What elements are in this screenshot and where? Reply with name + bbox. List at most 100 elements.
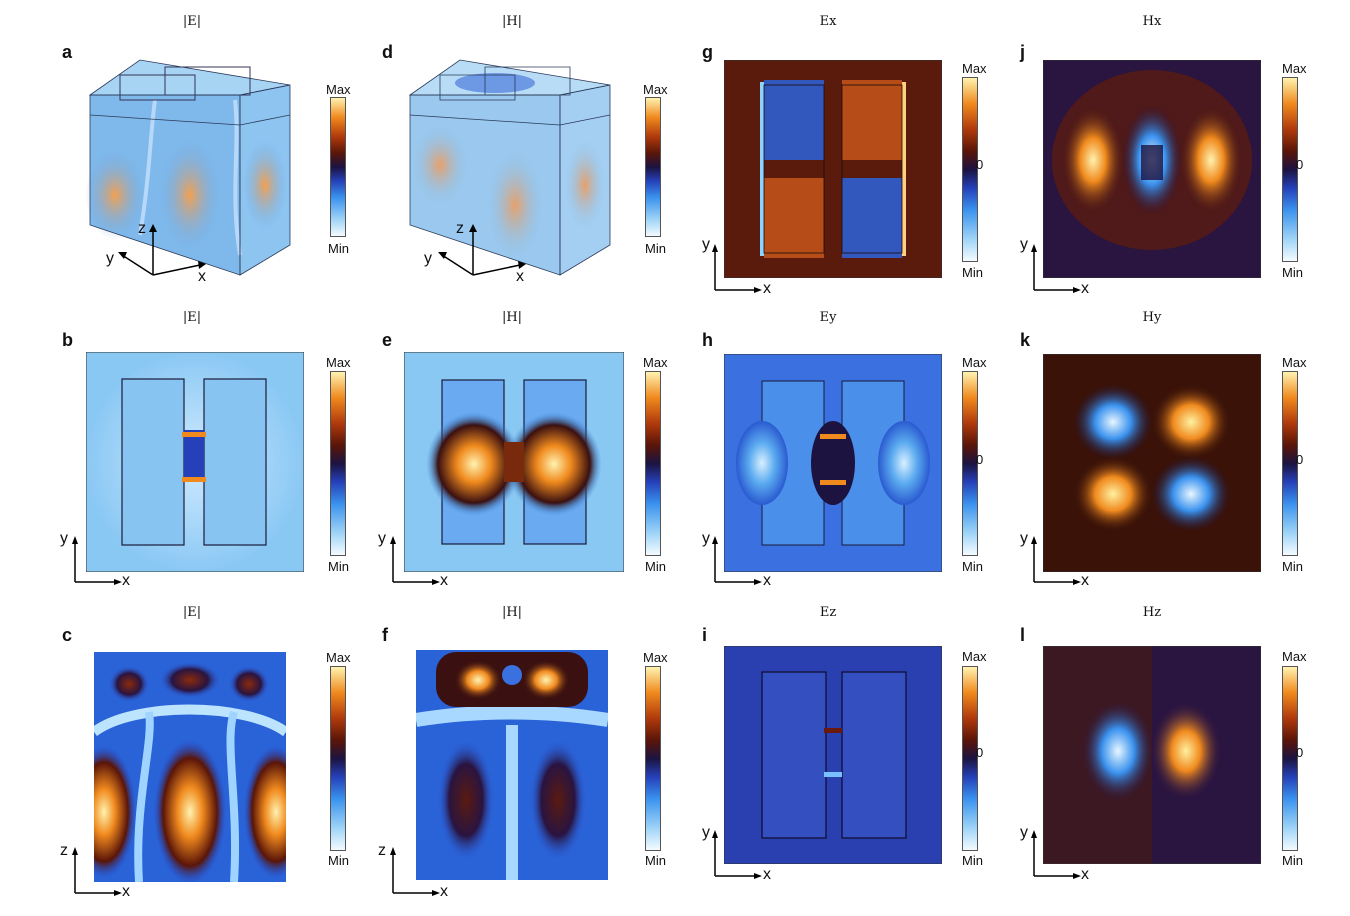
axis-label: x [122,572,130,589]
axis-triad [712,244,762,293]
panel-title: |H| [501,310,523,325]
colorbar [330,666,346,851]
field-map [724,60,942,278]
field-map [94,652,286,882]
axis-label: y [1020,530,1028,547]
axis-triad [390,536,440,585]
colorbar-max: Max [326,355,351,370]
colorbar [645,97,661,237]
colorbar-max: Max [643,82,668,97]
3d-field-cube [408,59,611,276]
colorbar [330,97,346,237]
axis-triad [1031,830,1081,879]
panel-title: Ey [819,310,837,325]
colorbar [645,371,661,556]
field-map [724,646,942,864]
colorbar-max: Max [1282,61,1307,76]
colorbar-max: Max [326,82,351,97]
panel-letter: g [702,42,713,62]
field-map [416,650,608,880]
colorbar [1282,371,1298,556]
colorbar-min: Min [645,241,666,256]
colorbar-zero: 0 [1296,157,1304,172]
colorbar [645,666,661,851]
colorbar-max: Max [1282,355,1307,370]
colorbar-min: Min [962,853,983,868]
colorbar-min: Min [1282,265,1303,280]
colorbar-min: Min [328,853,349,868]
axis-triad [390,847,440,896]
colorbar-min: Min [645,853,666,868]
axis-triad [1031,244,1081,293]
colorbar-min: Min [328,559,349,574]
field-map [1043,354,1261,572]
axis-label: y [378,530,386,547]
colorbar-min: Min [328,241,349,256]
axis-label: y [702,530,710,547]
colorbar-zero: 0 [1296,452,1304,467]
panel-letter: k [1020,330,1031,350]
axis-label: x [1081,280,1089,297]
colorbar-min: Min [962,559,983,574]
panel-title: |H| [501,14,523,29]
colorbar-zero: 0 [976,452,984,467]
axis-triad [712,830,762,879]
axis-triad [72,847,122,896]
colorbar [1282,77,1298,262]
colorbar-min: Min [1282,853,1303,868]
colorbar-zero: 0 [976,745,984,760]
field-map [1043,60,1261,278]
axis-label: y [424,250,432,267]
colorbar-max: Max [962,649,987,664]
colorbar-max: Max [326,650,351,665]
panel-title: |H| [501,605,523,620]
axis-label: x [1081,866,1089,883]
colorbar-max: Max [962,61,987,76]
3d-field-cube [85,59,291,276]
colorbar [962,666,978,851]
colorbar-min: Min [645,559,666,574]
panel-title: |E| [182,14,202,29]
field-map [404,352,624,572]
colorbar [962,371,978,556]
axis-label: x [122,883,130,900]
panel-letter: i [702,625,708,645]
axis-label: x [440,883,448,900]
axis-label: y [60,530,68,547]
colorbar [330,371,346,556]
axis-triad [72,536,122,585]
axis-label: x [516,268,524,285]
colorbar-max: Max [1282,649,1307,664]
colorbar-min: Min [1282,559,1303,574]
field-map [86,352,304,572]
colorbar [962,77,978,262]
panel-title: Hy [1142,310,1162,325]
axis-label: z [456,220,464,237]
panel-letter: l [1020,625,1026,645]
panel-letter: c [62,625,73,645]
colorbar-min: Min [962,265,983,280]
axis-triad [712,536,762,585]
panel-letter: a [62,42,73,62]
axis-label: y [702,824,710,841]
panel-title: |E| [182,605,202,620]
axis-label: x [1081,572,1089,589]
colorbar-max: Max [643,650,668,665]
panel-title: Hz [1142,605,1162,620]
panel-letter: b [62,330,73,350]
panel-letter: h [702,330,713,350]
panel-title: Ez [819,605,837,620]
axis-label: x [763,280,771,297]
panel-letter: d [382,42,393,62]
colorbar [1282,666,1298,851]
colorbar-max: Max [962,355,987,370]
axis-label: y [106,250,114,267]
axis-triad [118,224,206,276]
panel-letter: j [1020,42,1026,62]
axis-label: z [138,220,146,237]
axis-triad [438,224,526,276]
panel-title: |E| [182,310,202,325]
panel-title: Hx [1142,14,1162,29]
panel-letter: e [382,330,393,350]
panel-letter: f [382,625,388,645]
